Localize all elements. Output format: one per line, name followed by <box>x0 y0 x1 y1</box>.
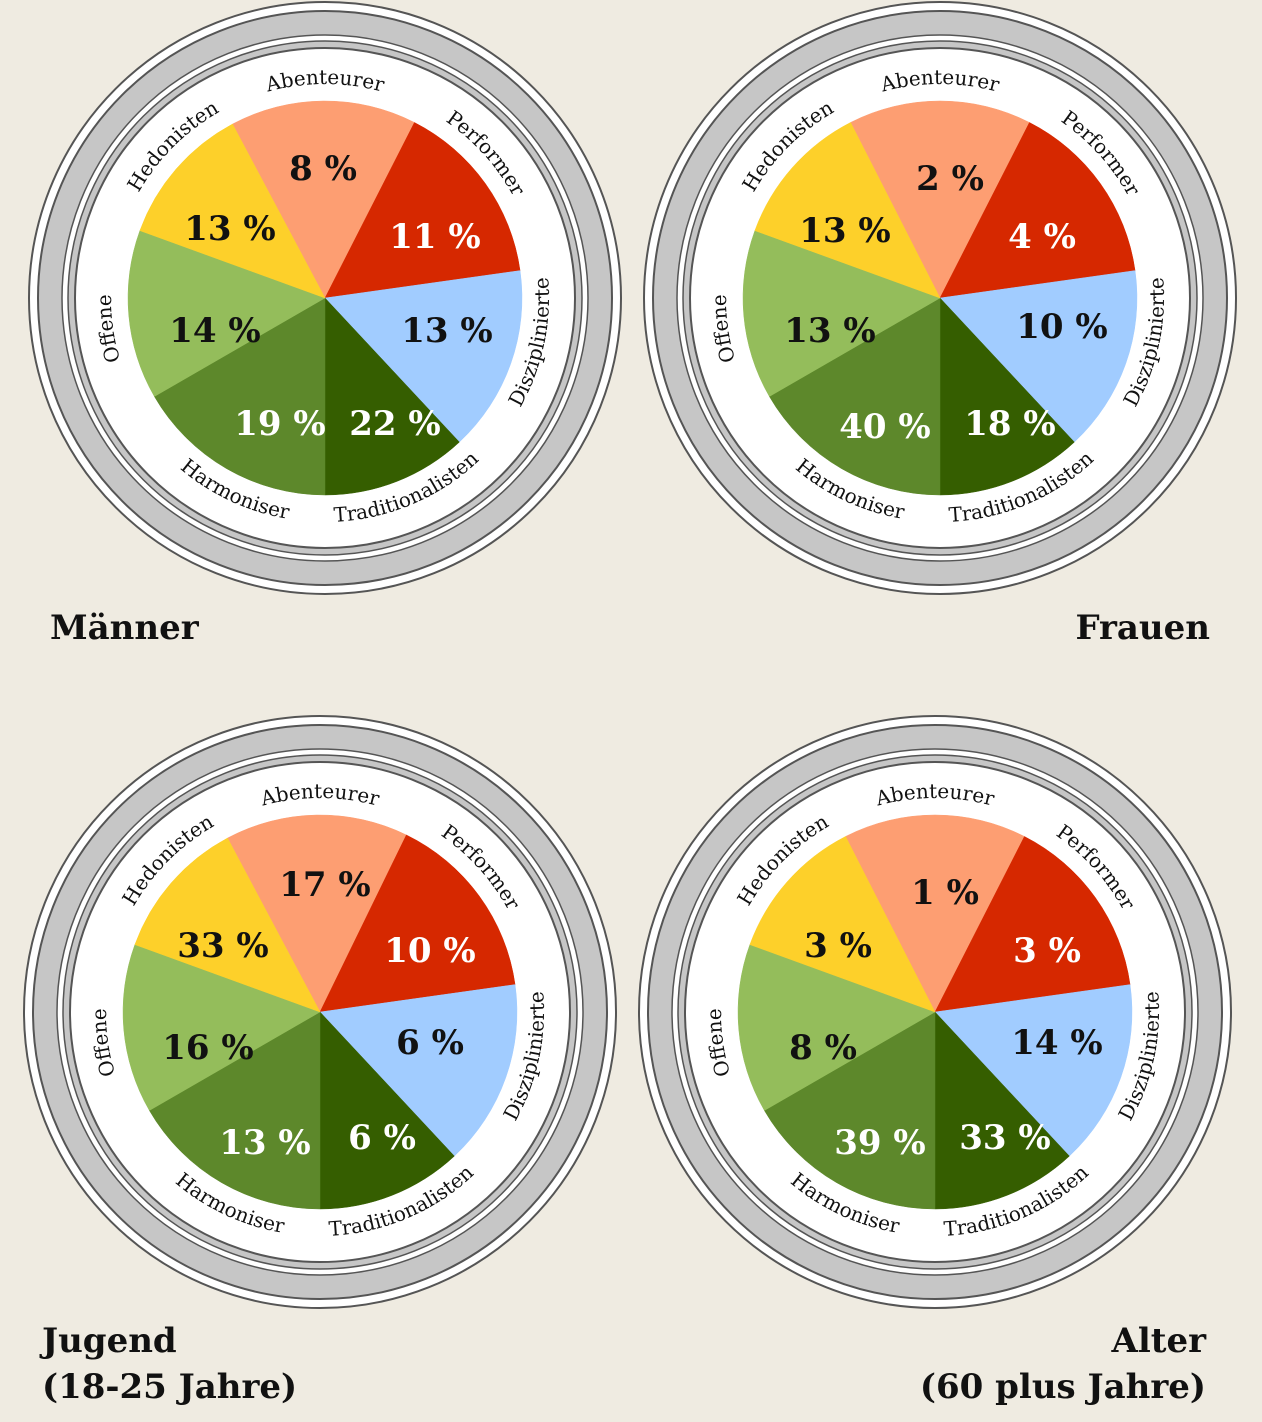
value-label-hedonisten: 13 % <box>799 211 890 251</box>
pie-slice-hedonisten <box>754 122 941 299</box>
caption-line: Jugend <box>42 1321 177 1361</box>
pie-slice-performer <box>939 122 1136 299</box>
pie-chart: AbenteurerPerformerDisziplinierteTraditi… <box>23 715 617 1309</box>
value-label-harmoniser: 13 % <box>219 1123 310 1163</box>
caption-maenner: Männer <box>50 605 199 651</box>
value-label-disziplinierte: 13 % <box>401 311 492 351</box>
pie-slice-abenteurer <box>227 814 407 1013</box>
value-label-abenteurer: 2 % <box>916 159 984 199</box>
caption-line: (18-25 Jahre) <box>42 1367 298 1407</box>
pie-chart: AbenteurerPerformerDisziplinierteTraditi… <box>28 1 622 595</box>
value-label-harmoniser: 40 % <box>839 407 930 447</box>
value-label-offene: 14 % <box>169 311 260 351</box>
caption-jugend: Jugend (18-25 Jahre) <box>42 1318 297 1410</box>
value-label-hedonisten: 3 % <box>804 926 872 966</box>
pie-slice-offene <box>127 230 326 397</box>
pie-slice-harmoniser <box>764 1011 936 1210</box>
pie-slice-disziplinierte <box>939 270 1138 443</box>
caption-frauen: Frauen <box>1075 605 1210 651</box>
caption-line: (60 plus Jahre) <box>919 1367 1206 1407</box>
value-label-abenteurer: 1 % <box>911 873 979 913</box>
pie-chart: AbenteurerPerformerDisziplinierteTraditi… <box>638 715 1232 1309</box>
pie-slice-harmoniser <box>154 297 326 496</box>
value-label-performer: 4 % <box>1008 217 1076 257</box>
pie-slice-performer <box>934 836 1131 1013</box>
value-label-performer: 10 % <box>384 931 475 971</box>
pie-slice-abenteurer <box>850 100 1030 299</box>
value-label-traditionalisten: 18 % <box>964 404 1055 444</box>
value-label-harmoniser: 19 % <box>234 404 325 444</box>
pie-slice-offene <box>737 944 936 1111</box>
value-label-performer: 11 % <box>389 217 480 257</box>
value-label-offene: 16 % <box>162 1028 253 1068</box>
value-label-offene: 13 % <box>784 311 875 351</box>
caption-line: Alter <box>1111 1321 1206 1361</box>
value-label-abenteurer: 8 % <box>289 149 357 189</box>
pie-slice-traditionalisten <box>324 297 460 496</box>
pie-slice-traditionalisten <box>934 1011 1070 1210</box>
pie-slice-traditionalisten <box>939 297 1075 496</box>
value-label-traditionalisten: 33 % <box>959 1118 1050 1158</box>
pie-slice-hedonisten <box>749 836 936 1013</box>
value-label-abenteurer: 17 % <box>279 865 370 905</box>
pie-slice-traditionalisten <box>319 1011 455 1210</box>
value-label-harmoniser: 39 % <box>834 1123 925 1163</box>
value-label-disziplinierte: 6 % <box>396 1023 464 1063</box>
value-label-offene: 8 % <box>789 1028 857 1068</box>
caption-alter: Alter (60 plus Jahre) <box>920 1318 1206 1410</box>
value-label-traditionalisten: 22 % <box>349 404 440 444</box>
pie-slice-offene <box>122 944 321 1111</box>
pie-slice-disziplinierte <box>319 984 518 1157</box>
pie-chart: AbenteurerPerformerDisziplinierteTraditi… <box>643 1 1237 595</box>
value-label-performer: 3 % <box>1013 931 1081 971</box>
caption-line: Frauen <box>1075 608 1210 648</box>
value-label-hedonisten: 13 % <box>184 209 275 249</box>
pie-slice-performer <box>319 834 516 1013</box>
pie-slice-disziplinierte <box>934 984 1133 1157</box>
pie-slice-abenteurer <box>845 814 1025 1013</box>
value-label-disziplinierte: 10 % <box>1016 307 1107 347</box>
caption-line: Männer <box>50 608 199 648</box>
pie-slice-performer <box>324 122 521 299</box>
pie-slice-hedonisten <box>134 837 321 1013</box>
value-label-hedonisten: 33 % <box>177 926 268 966</box>
pie-slice-harmoniser <box>769 297 941 496</box>
pie-slice-harmoniser <box>149 1011 321 1210</box>
value-label-traditionalisten: 6 % <box>348 1118 416 1158</box>
pie-slice-offene <box>742 230 941 397</box>
pie-slice-disziplinierte <box>324 270 523 443</box>
value-label-disziplinierte: 14 % <box>1011 1023 1102 1063</box>
pie-slice-hedonisten <box>139 123 326 299</box>
pie-slice-abenteurer <box>232 100 415 299</box>
